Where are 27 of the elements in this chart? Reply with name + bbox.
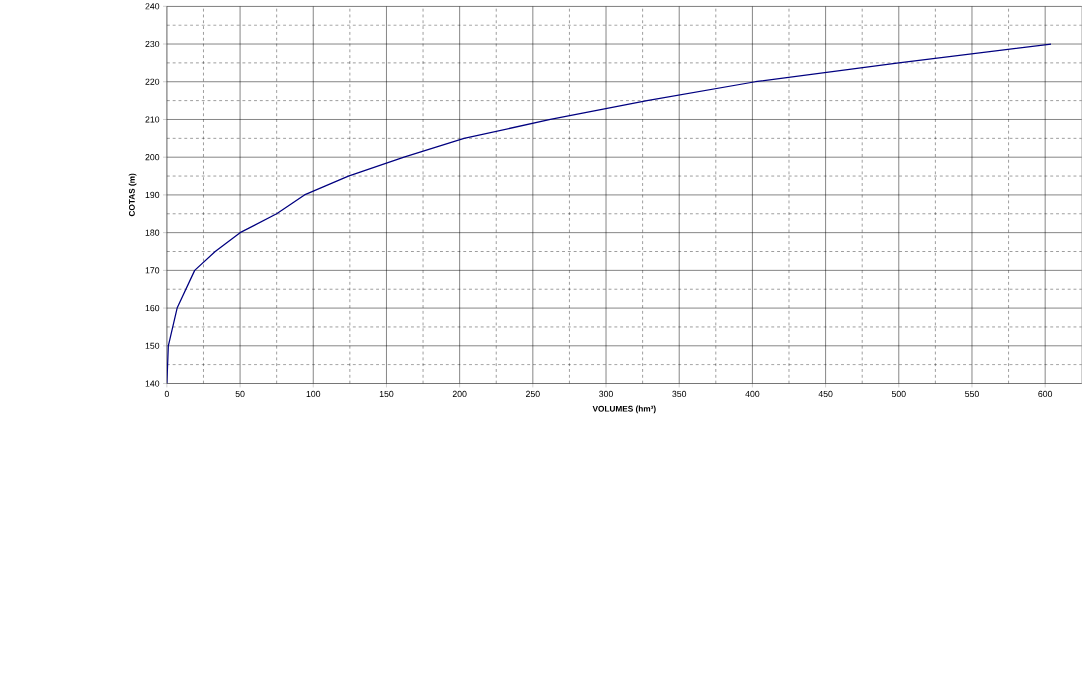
x-tick-label: 50	[235, 390, 245, 398]
y-tick-label: 200	[145, 154, 160, 161]
x-tick-label: 0	[164, 390, 169, 398]
y-tick-label: 170	[145, 267, 160, 274]
x-tick-label: 150	[379, 390, 394, 398]
y-tick-label: 180	[145, 229, 160, 236]
x-tick-label: 200	[452, 390, 467, 398]
y-tick-label: 240	[145, 3, 160, 10]
x-tick-label: 550	[965, 390, 979, 398]
line-series	[166, 43, 1052, 384]
y-axis-title: COTAS (m)	[128, 173, 137, 217]
x-tick-label: 500	[891, 390, 906, 398]
x-tick-label: 250	[526, 390, 540, 398]
y-tick-label: 190	[145, 191, 160, 199]
x-tick-label: 100	[306, 390, 321, 398]
x-tick-label: 600	[1038, 390, 1053, 398]
y-tick-label: 160	[145, 305, 160, 312]
x-axis-title: VOLUMES (hm³)	[592, 405, 656, 414]
x-tick-label: 400	[745, 390, 760, 398]
x-tick-label: 450	[818, 390, 833, 398]
y-tick-label: 210	[145, 116, 160, 123]
y-tick-label: 150	[145, 342, 160, 349]
y-tick-label: 220	[145, 78, 160, 85]
x-tick-label: 350	[672, 390, 687, 398]
x-tick-label: 300	[599, 390, 613, 398]
y-tick-label: 230	[145, 40, 160, 48]
y-tick-label: 140	[145, 380, 160, 387]
